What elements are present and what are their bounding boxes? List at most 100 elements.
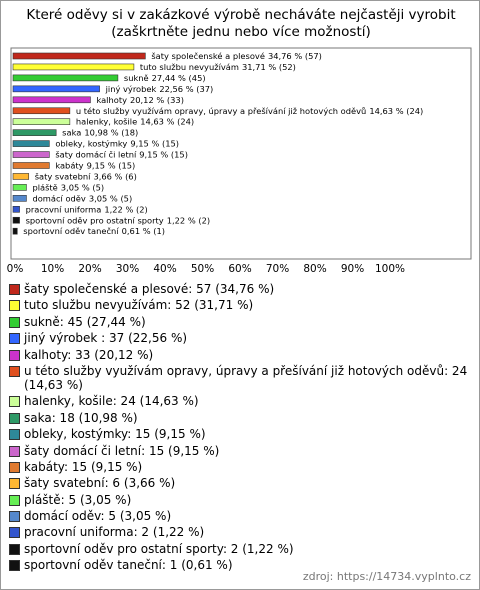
legend-item: halenky, košile: 24 (14,63 %) — [9, 394, 471, 408]
x-tick-label: 20% — [78, 263, 101, 275]
bar-label: saka 10,98 % (18) — [62, 128, 138, 138]
bar-label: pláště 3,05 % (5) — [32, 182, 104, 192]
legend-label: kabáty: 15 (9,15 %) — [24, 459, 143, 474]
x-tick-label: 50% — [191, 263, 214, 275]
legend-label: pláště: 5 (3,05 %) — [24, 492, 132, 507]
legend-label: saka: 18 (10,98 %) — [24, 410, 138, 425]
bar — [12, 52, 146, 60]
bar — [12, 140, 50, 147]
legend-label: pracovní uniforma: 2 (1,22 %) — [24, 525, 205, 540]
bar-category: sportovní oděv taneční — [23, 226, 119, 236]
legend-label: sportovní oděv taneční: 1 (0,61 %) — [24, 558, 233, 573]
bar-value-label: 10,98 % (18) — [84, 128, 138, 138]
bar-label: sportovní oděv pro ostatní sporty 1,22 % … — [26, 215, 211, 225]
legend-item: šaty svatební: 6 (3,66 %) — [9, 476, 471, 490]
source: zdroj: https://14734.vyplnto.cz — [302, 570, 471, 583]
bar-category: kabáty — [55, 161, 83, 171]
legend-item: sportovní oděv taneční: 1 (0,61 %) — [9, 558, 471, 572]
legend-item: obleky, kostýmky: 15 (9,15 %) — [9, 427, 471, 441]
legend-label: šaty svatební: 6 (3,66 %) — [24, 476, 176, 491]
bar — [12, 151, 50, 158]
bar — [12, 184, 27, 191]
bar — [12, 216, 20, 224]
chart: Které oděvy si v zakázkové výrobě necháv… — [7, 7, 472, 275]
bar — [12, 74, 119, 82]
legend-swatch — [9, 494, 20, 506]
legend-swatch — [9, 478, 20, 490]
bar-label: šaty svatební 3,66 % (6) — [35, 171, 137, 181]
bar-label: kabáty 9,15 % (15) — [55, 161, 135, 171]
x-tick-label: 60% — [228, 263, 251, 275]
bar-label: pracovní uniforma 1,22 % (2) — [26, 204, 148, 214]
legend-item: saka: 18 (10,98 %) — [9, 411, 471, 425]
legend-swatch — [9, 284, 20, 295]
bar-label: jiný výrobek 22,56 % (37) — [105, 84, 214, 94]
legend-item: šaty společenské a plesové: 57 (34,76 %) — [9, 282, 471, 296]
x-tick-label: 0% — [7, 263, 24, 275]
bar-category: pracovní uniforma — [26, 204, 102, 214]
legend-swatch — [9, 300, 20, 312]
bar-value-label: 3,66 % (6) — [93, 171, 136, 181]
x-tick-label: 40% — [153, 263, 176, 275]
legend-swatch — [9, 511, 20, 523]
chart-title: Které oděvy si v zakázkové výrobě necháv… — [26, 7, 455, 23]
bar-label: u této služby využívám opravy, úpravy a … — [76, 106, 423, 116]
x-tick-label: 30% — [116, 263, 139, 275]
bar — [12, 63, 135, 71]
legend-label: tuto službu nevyužívám: 52 (31,71 %) — [24, 298, 254, 313]
x-tick-label: 70% — [266, 263, 289, 275]
bar-category: šaty svatební — [35, 171, 91, 181]
bar-value-label: 27,44 % (45) — [152, 73, 206, 83]
legend-item: kabáty: 15 (9,15 %) — [9, 460, 471, 474]
legend-item: pracovní uniforma: 2 (1,22 %) — [9, 525, 471, 539]
bar-label: sukně 27,44 % (45) — [124, 73, 206, 83]
legend-swatch — [9, 333, 20, 345]
legend-label: obleky, kostýmky: 15 (9,15 %) — [24, 427, 206, 442]
bar-category: domácí oděv — [32, 193, 85, 203]
bar-category: sukně — [124, 73, 149, 83]
bar-value-label: 3,05 % (5) — [61, 182, 104, 192]
legend-swatch — [9, 412, 20, 424]
bar-category: pláště — [32, 182, 57, 192]
legend-item: sukně: 45 (27,44 %) — [9, 315, 471, 329]
bar-label: šaty společenské a plesové 34,76 % (57) — [151, 51, 322, 61]
legend-swatch — [9, 560, 20, 572]
bar-value-label: 1,22 % (2) — [104, 204, 147, 214]
bar-value-label: 22,56 % (37) — [159, 84, 213, 94]
bar — [12, 162, 50, 169]
bar-category: saka — [62, 128, 81, 138]
bar-category: šaty domácí či letní — [55, 150, 137, 160]
plot-frame — [10, 47, 472, 260]
bar-label: halenky, košile 14,63 % (24) — [76, 117, 194, 127]
bar-value-label: 20,12 % (33) — [130, 95, 184, 105]
legend-swatch — [9, 543, 20, 555]
legend-item: u této služby využívám opravy, úpravy a … — [9, 364, 471, 392]
bar-label: obleky, kostýmky 9,15 % (15) — [55, 139, 179, 149]
bar-value-label: 9,15 % (15) — [130, 139, 179, 149]
legend-item: šaty domácí či letní: 15 (9,15 %) — [9, 444, 471, 458]
legend-swatch — [9, 429, 20, 441]
x-tick-label: 100% — [375, 263, 405, 275]
legend-swatch — [9, 396, 20, 408]
legend-swatch — [9, 365, 20, 377]
bar-value-label: 1,22 % (2) — [167, 215, 210, 225]
bar-label: tuto službu nevyužívám 31,71 % (52) — [140, 62, 296, 72]
bar-value-label: 9,15 % (15) — [87, 161, 136, 171]
legend-label: šaty domácí či letní: 15 (9,15 %) — [24, 443, 220, 458]
bar-value-label: 9,15 % (15) — [139, 150, 188, 160]
bar — [12, 118, 71, 125]
legend-item: sportovní oděv pro ostatní sporty: 2 (1,… — [9, 542, 471, 556]
legend-item: domácí oděv: 5 (3,05 %) — [9, 509, 471, 523]
legend-label: sportovní oděv pro ostatní sporty: 2 (1,… — [24, 541, 294, 556]
bar-label: kalhoty 20,12 % (33) — [96, 95, 184, 105]
legend-item: tuto službu nevyužívám: 52 (31,71 %) — [9, 298, 471, 312]
bar-category: kalhoty — [96, 95, 127, 105]
bar-value-label: 3,05 % (5) — [89, 193, 132, 203]
x-tick-label: 90% — [341, 263, 364, 275]
legend-item: jiný výrobek : 37 (22,56 %) — [9, 331, 471, 345]
bar-label: domácí oděv 3,05 % (5) — [32, 193, 132, 203]
bar-label: šaty domácí či letní 9,15 % (15) — [55, 150, 188, 160]
bar-category: šaty společenské a plesové — [151, 51, 265, 61]
legend-swatch — [9, 349, 20, 361]
